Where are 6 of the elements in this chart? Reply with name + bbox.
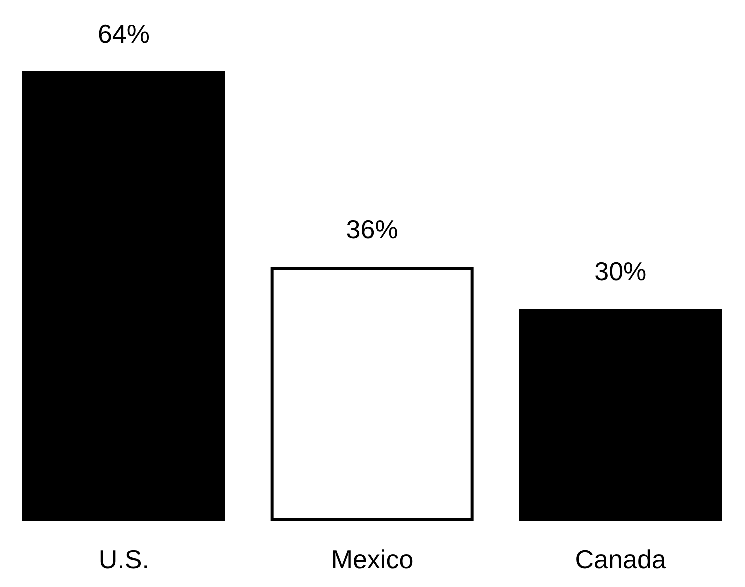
x-tick-label: Mexico [331,544,414,574]
data-label: 36% [346,214,398,245]
x-tick-label: Canada [575,544,667,574]
data-label: 30% [594,256,647,286]
x-tick-label: U.S. [98,544,150,574]
data-label: 64% [98,19,150,49]
